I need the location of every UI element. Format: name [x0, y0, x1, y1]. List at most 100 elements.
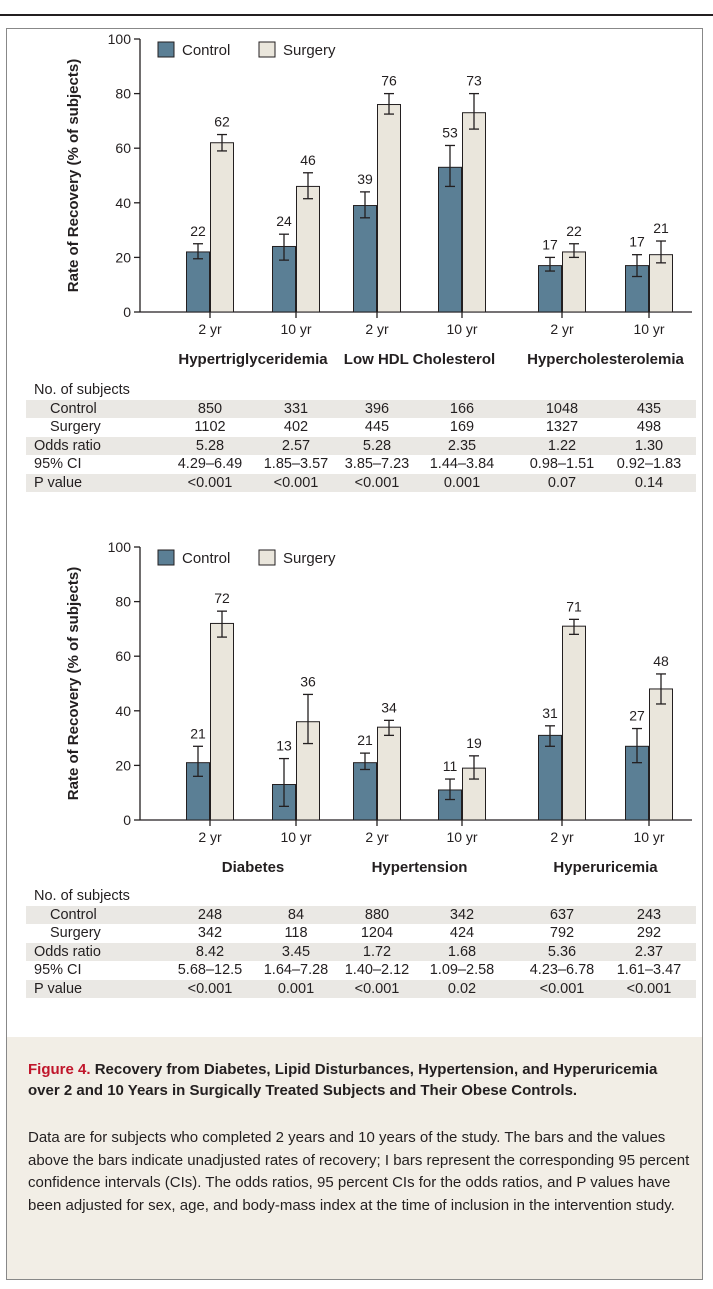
- data-label-control: 21: [357, 732, 373, 748]
- chart-panel-1: 0 20 40 60 80 100 Rate of Recovery (% of subje…: [65, 31, 692, 368]
- bar-surgery-3: [462, 112, 486, 313]
- data-label-control: 27: [629, 708, 645, 724]
- y-tick-label: 60: [115, 140, 131, 156]
- y-tick-label: 20: [115, 249, 131, 265]
- legend-swatch-surgery: [258, 41, 276, 58]
- table-cell: 792: [549, 925, 575, 941]
- data-label-control: 17: [629, 234, 645, 250]
- table-cell: 850: [197, 400, 223, 417]
- table-cell: 435: [636, 400, 662, 417]
- table-cell: 880: [364, 906, 390, 923]
- table-cell: 445: [364, 419, 390, 435]
- subjects-table-2: No. of subjects Control 248 84 880 342 637 243 S…: [26, 887, 696, 998]
- bar-surgery-5: [649, 688, 673, 821]
- data-label-control: 24: [276, 213, 292, 229]
- table-row-label: Surgery: [50, 419, 101, 435]
- group-label: Hypercholesterolemia: [527, 351, 684, 368]
- table-row-label: 95% CI: [34, 456, 82, 472]
- bar-control-2: [353, 205, 377, 313]
- table-cell: 5.68–12.5: [177, 962, 243, 978]
- table-row: Odds ratio 5.28 2.57 5.28 2.35 1.22 1.30: [26, 436, 696, 455]
- data-label-control: 21: [190, 725, 206, 741]
- table-cell: 2.57: [281, 437, 311, 454]
- top-rule: [0, 14, 713, 16]
- table-row: 95% CI 4.29–6.49 1.85–3.57 3.85–7.23 1.44–3.…: [26, 455, 696, 474]
- y-tick-label: 20: [115, 757, 131, 773]
- y-tick-label: 60: [115, 648, 131, 664]
- y-tick-label: 80: [115, 86, 131, 102]
- group-label: Diabetes: [222, 859, 285, 876]
- table-row-label: P value: [34, 474, 83, 491]
- table-row-label: P value: [34, 980, 83, 997]
- data-label-surgery: 36: [300, 673, 316, 689]
- legend-label-control: Control: [182, 42, 230, 59]
- figure-title-text: Recovery from Diabetes, Lipid Disturbanc…: [28, 1061, 658, 1099]
- data-label-surgery: 48: [653, 653, 669, 669]
- y-axis-title: Rate of Recovery (% of subjects): [65, 567, 82, 800]
- legend-label-control: Control: [182, 550, 230, 567]
- data-label-surgery: 19: [466, 735, 482, 751]
- figure-caption: Data are for subjects who completed 2 ye…: [28, 1129, 690, 1214]
- bar-surgery-0: [210, 142, 234, 313]
- table-heading: No. of subjects: [34, 382, 130, 398]
- data-label-surgery: 72: [214, 590, 230, 606]
- table-cell: 396: [364, 400, 390, 417]
- x-tick-label: 2 yr: [550, 829, 574, 845]
- x-tick-label: 2 yr: [550, 321, 574, 337]
- table-cell: 169: [449, 419, 475, 435]
- bar-control-0: [186, 251, 210, 313]
- x-tick-label: 10 yr: [633, 829, 664, 845]
- table-cell: <0.001: [187, 980, 233, 997]
- bar-control-3: [438, 166, 462, 313]
- x-tick-label: 10 yr: [633, 321, 664, 337]
- table-cell: <0.001: [354, 474, 400, 491]
- table-cell: 166: [449, 400, 475, 417]
- table-cell: 2.37: [634, 943, 664, 960]
- table-cell: 0.07: [547, 474, 577, 491]
- table-cell: 1.44–3.84: [429, 456, 495, 472]
- table-cell: <0.001: [626, 980, 672, 997]
- data-label-surgery: 21: [653, 220, 669, 236]
- data-label-surgery: 62: [214, 114, 230, 130]
- table-cell: <0.001: [354, 980, 400, 997]
- table-cell: 1204: [360, 925, 394, 941]
- y-tick-label: 0: [123, 304, 131, 320]
- data-label-surgery: 76: [381, 73, 397, 89]
- table-cell: 342: [197, 925, 223, 941]
- table-cell: 1.22: [547, 437, 577, 454]
- legend-label-surgery: Surgery: [283, 550, 336, 567]
- table-cell: 1.61–3.47: [616, 962, 682, 978]
- table-cell: 8.42: [195, 943, 225, 960]
- figure-label: Figure 4.: [28, 1061, 91, 1078]
- legend-swatch-control: [157, 41, 175, 58]
- table-cell: 5.36: [547, 943, 577, 960]
- caption-box: [7, 1037, 702, 1279]
- data-label-surgery: 73: [466, 73, 482, 89]
- data-label-control: 53: [442, 124, 458, 140]
- table-row-label: Control: [50, 906, 97, 923]
- table-cell: 3.85–7.23: [344, 456, 410, 472]
- bar-surgery-0: [210, 622, 234, 821]
- table-cell: 1.68: [447, 943, 477, 960]
- table-cell: 0.001: [277, 980, 315, 997]
- table-cell: 118: [284, 925, 308, 941]
- figure-title: Figure 4. Recovery from Diabetes, Lipid …: [28, 1059, 658, 1101]
- legend-swatch-surgery: [258, 549, 276, 566]
- table-cell: 331: [283, 400, 309, 417]
- group-label: Low HDL Cholesterol: [344, 351, 495, 368]
- table-cell: 0.92–1.83: [616, 456, 682, 472]
- table-cell: 1.72: [362, 943, 392, 960]
- y-tick-label: 40: [115, 703, 131, 719]
- group-label: Hyperuricemia: [553, 859, 658, 876]
- table-row: Surgery 342 118 1204 424 792 292: [26, 924, 696, 943]
- subjects-table-1: No. of subjects Control 850 331 396 166 1048 43…: [26, 381, 696, 492]
- y-tick-label: 80: [115, 594, 131, 610]
- table-cell: <0.001: [539, 980, 585, 997]
- table-cell: 402: [283, 419, 309, 435]
- data-label-surgery: 22: [566, 223, 582, 239]
- table-row: Surgery 1102 402 445 169 1327 498: [26, 418, 696, 437]
- table-cell: 84: [287, 906, 305, 923]
- bar-surgery-2: [377, 726, 401, 821]
- table-cell: <0.001: [187, 474, 233, 491]
- group-label: Hypertriglyceridemia: [178, 351, 328, 368]
